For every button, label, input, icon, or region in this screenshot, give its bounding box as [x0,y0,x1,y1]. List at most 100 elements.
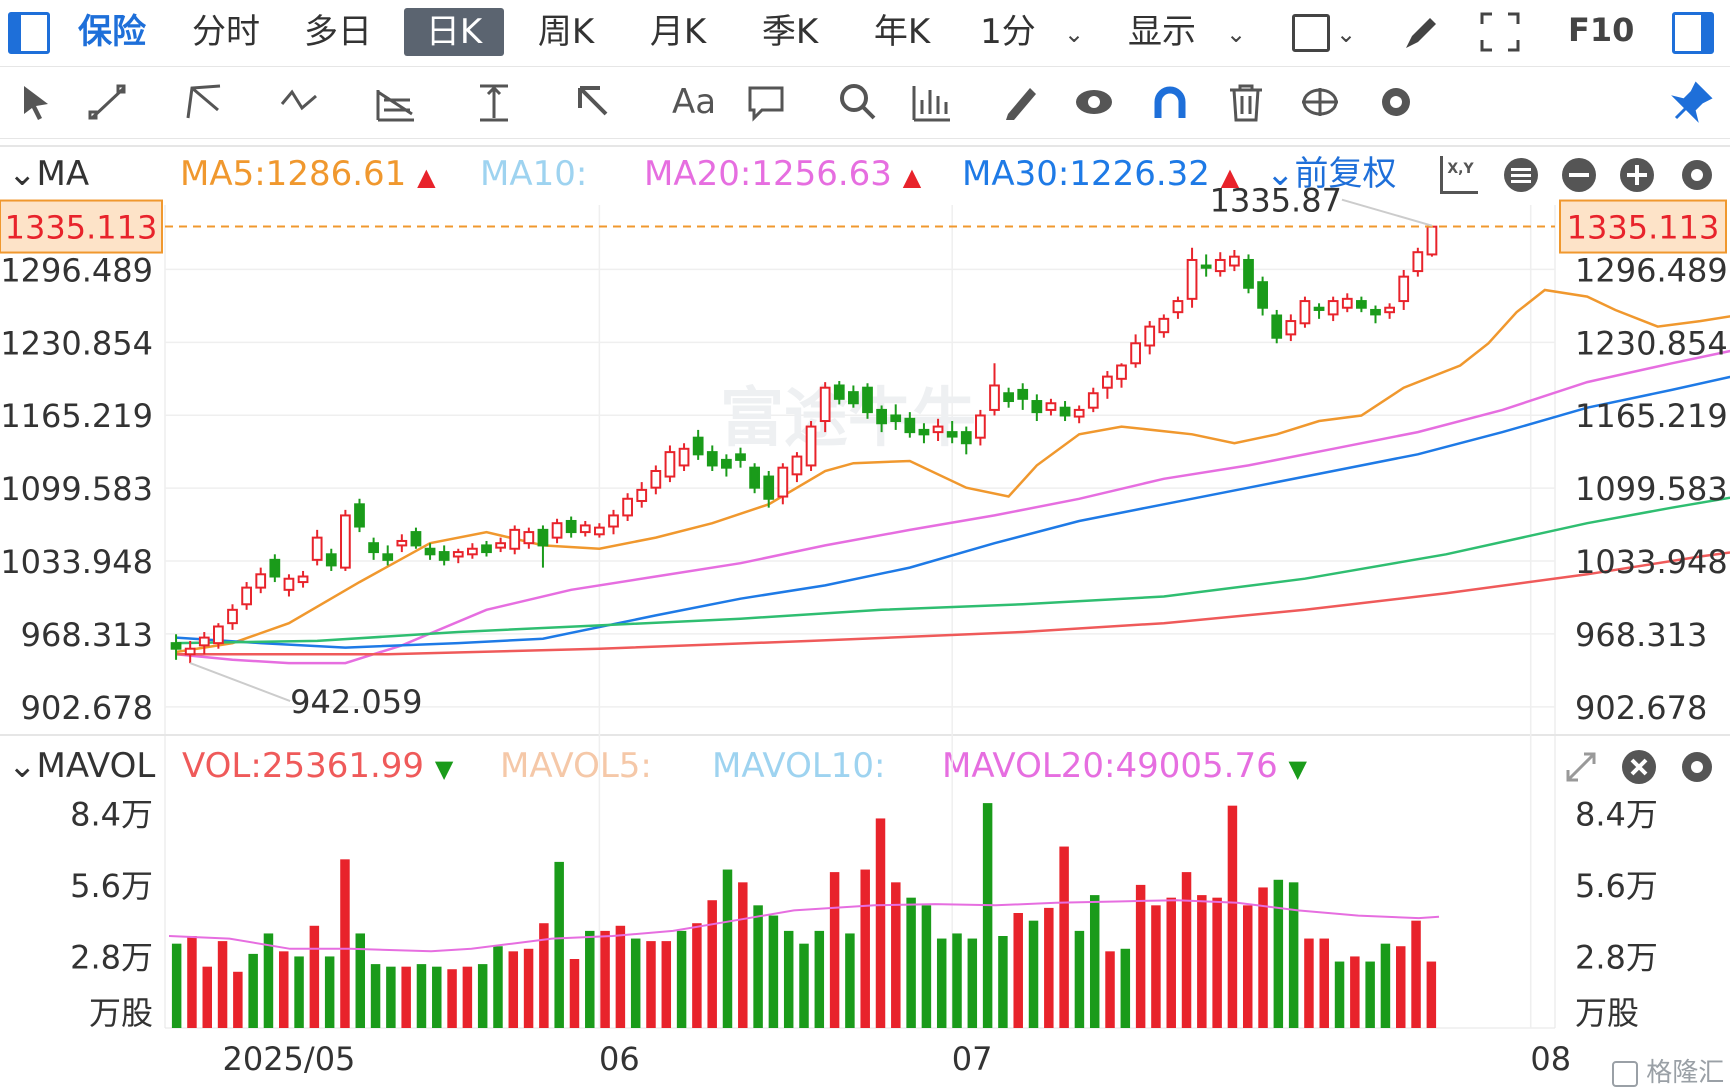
channel-tool-icon[interactable] [182,80,226,124]
line-tool-icon[interactable] [86,80,130,124]
volume-bar [294,956,304,1028]
xy-axis-icon[interactable]: X,Y [1440,156,1478,194]
candle-body [1257,281,1268,309]
search-icon[interactable] [836,80,880,124]
volume-bar [1044,907,1054,1028]
chevron-down-icon: ⌄ [1266,154,1295,194]
mavol20-text: MAVOL20:49005.76 [942,746,1278,786]
sync-icon[interactable] [1298,80,1342,124]
watermark: 富途牛牛 [720,382,976,456]
current-price-tag-right [1559,199,1727,254]
price-tick-left: 1099.583 [0,470,153,508]
candle-body [368,542,379,554]
adjust-selector[interactable]: ⌄前复权 [1266,154,1397,194]
top-toolbar: 保险 分时 多日 日K 周K 月K 季K 年K 1分 ⌄ 显示 ⌄ ⌄ F10 [0,0,1730,67]
fibonacci-tool-icon[interactable] [374,80,418,124]
comment-tool-icon[interactable] [744,80,788,124]
volume-tick-left: 2.8万 [70,938,153,976]
volume-bar [783,930,794,1028]
ma-indicator-selector[interactable]: ⌄MA [8,154,89,194]
volume-bar [279,951,289,1028]
zoom-in-icon[interactable] [1618,156,1656,194]
mavol-indicator-selector[interactable]: ⌄MAVOL [8,746,155,786]
candle-body [551,522,563,539]
pencil-icon[interactable] [1000,80,1044,124]
indicator-chart-icon[interactable] [910,80,954,124]
gear-icon[interactable] [1678,748,1716,786]
volume-bar [432,966,442,1028]
adjust-label: 前复权 [1294,154,1397,194]
ma5-text: MA5:1286.61 [180,154,407,194]
fullscreen-icon[interactable] [1478,10,1522,54]
candle-body [1073,408,1085,418]
volume-bar [768,915,779,1028]
arrow-tool-icon[interactable] [570,80,614,124]
wave-tool-icon[interactable] [278,80,322,124]
candle-body [1087,392,1099,409]
volume-bar [1059,846,1069,1028]
chevron-down-icon[interactable]: ⌄ [1336,20,1357,48]
f10-button[interactable]: F10 [1568,11,1635,49]
tab-multiday[interactable]: 多日 [304,12,372,52]
volume-bar [1089,895,1100,1028]
low-pointer [189,662,291,703]
candle-body [1116,364,1127,380]
ma-line-ma20 [175,349,1730,665]
magnet-icon[interactable] [1148,80,1192,124]
volume-bar [309,925,320,1028]
tab-daily-k[interactable]: 日K [404,8,504,56]
chevron-down-icon: ⌄ [8,746,37,786]
gear-icon[interactable] [1374,80,1418,124]
expand-icon[interactable] [1562,748,1600,786]
tab-1min[interactable]: 1分 [980,12,1036,52]
gear-icon[interactable] [1678,156,1716,194]
candle-body [1356,300,1367,309]
range-tool-icon[interactable] [472,80,516,124]
candle-body [960,431,972,445]
volume-bar [1120,948,1131,1028]
price-tick-left: 1165.219 [0,397,153,435]
tab-timeshare[interactable]: 分时 [192,12,260,52]
minus-circle-icon[interactable] [1502,156,1540,194]
volume-bar [1181,872,1192,1028]
text-tool-button[interactable]: Aa [672,82,717,122]
candle-body [721,458,732,469]
price-tick-right: 1165.219 [1575,397,1728,435]
pin-icon[interactable] [1670,80,1714,124]
chart-type-icon[interactable] [1292,14,1330,52]
volume-bar [447,969,457,1028]
tab-display[interactable]: 显示 [1128,12,1196,52]
close-icon[interactable] [1620,748,1658,786]
x-axis-label: 08 [1530,1040,1571,1078]
volume-bar [263,933,274,1028]
panel-toggle-icon[interactable] [1672,12,1714,54]
cursor-icon[interactable] [14,80,58,124]
tab-weekly-k[interactable]: 周K [537,12,595,52]
mavol10-value: MAVOL10: [712,746,886,786]
volume-unit-right: 万股 [1575,994,1639,1032]
tab-monthly-k[interactable]: 月K [649,12,707,52]
eye-icon[interactable] [1072,80,1116,124]
candle-body [1031,400,1043,414]
zoom-out-icon[interactable] [1560,156,1598,194]
volume-bar [370,964,381,1028]
volume-bar [1350,956,1360,1028]
trash-icon[interactable] [1224,80,1268,124]
tab-quarterly-k[interactable]: 季K [761,12,819,52]
sidebar-toggle-icon[interactable] [8,12,50,54]
candle-body [1102,375,1113,389]
high-pointer [1341,198,1433,227]
chevron-down-icon[interactable]: ⌄ [1064,20,1085,48]
volume-bar [1197,895,1207,1028]
volume-bar [554,861,564,1028]
candle-body [805,425,817,467]
tab-yearly-k[interactable]: 年K [873,12,931,52]
chevron-down-icon[interactable]: ⌄ [1226,20,1247,48]
candle-body [650,470,662,489]
brush-icon[interactable] [1398,10,1442,54]
stock-name[interactable]: 保险 [78,12,146,52]
volume-bar [171,943,182,1028]
volume-bar [615,925,626,1028]
candle-body [1003,392,1014,403]
candle-body [763,475,775,500]
